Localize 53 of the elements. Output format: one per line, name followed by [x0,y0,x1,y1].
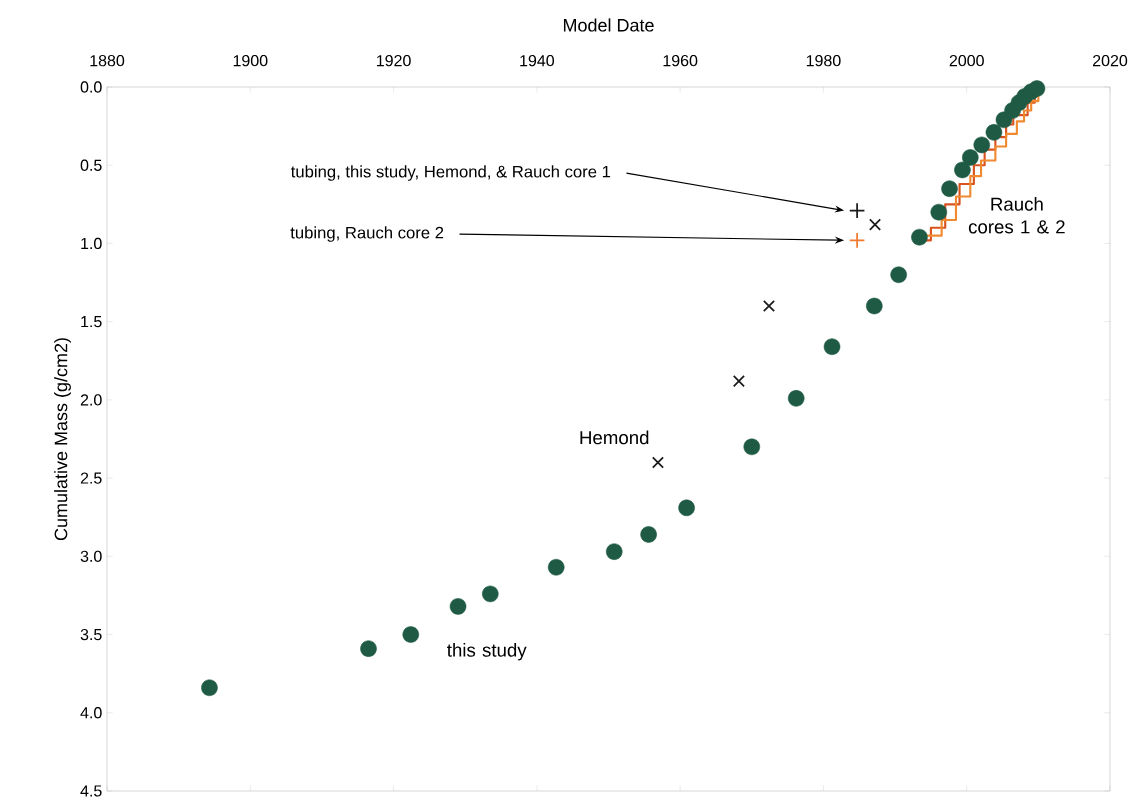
point [762,299,776,313]
point [449,598,467,615]
point [732,375,745,388]
point [985,124,1003,141]
point [962,149,979,166]
annotation: Rauch cores 1 & 2 [968,197,1065,234]
point [360,640,377,657]
point [547,559,565,576]
point [402,626,420,643]
point [866,297,883,315]
point [941,180,958,197]
point [640,526,657,543]
y-tick-label: 4.0 [80,707,102,719]
x-tick-label: 1980 [806,54,841,67]
y-tick-label: 2.5 [80,472,102,484]
annotation: Hemond [580,430,649,445]
x-tick-label: 2000 [949,54,984,67]
point [1028,80,1046,97]
annotation: tubing, Rauch core 2 [290,226,444,242]
point [911,228,928,246]
y-tick-label: 0.5 [80,159,102,171]
point [201,679,218,697]
point [605,543,623,560]
x-tick-label: 1880 [90,54,125,67]
y-tick-label: 3.5 [80,628,102,641]
x-tick-label: 2020 [1093,54,1128,67]
x-axis-title: Model Date [563,18,654,32]
point [848,202,866,219]
y-tick-label: 1.5 [81,316,102,328]
point [848,232,866,249]
point [868,218,882,231]
point [973,136,991,154]
x-tick-label: 1960 [663,54,698,67]
y-tick-label: 4.5 [80,785,102,797]
y-axis-title: Cumulative Mass (g/cm2) [54,338,71,541]
annotation: tubing, this study, Hemond, & Rauch core 1 [290,165,611,181]
point [651,456,664,469]
y-tick-label: 1.0 [81,237,102,250]
point [930,203,948,221]
point [787,390,805,407]
y-tick-label: 2.0 [80,394,102,406]
annotation: this study [447,643,527,661]
x-tick-label: 1920 [376,54,411,67]
y-tick-label: 0.0 [80,81,102,93]
point [482,585,499,603]
point [678,499,695,517]
point [890,266,907,283]
point [823,338,841,355]
x-tick-label: 1900 [233,54,268,67]
point [954,161,971,179]
point [743,438,761,456]
y-tick-label: 3.0 [80,550,102,562]
x-tick-label: 1940 [520,54,555,67]
